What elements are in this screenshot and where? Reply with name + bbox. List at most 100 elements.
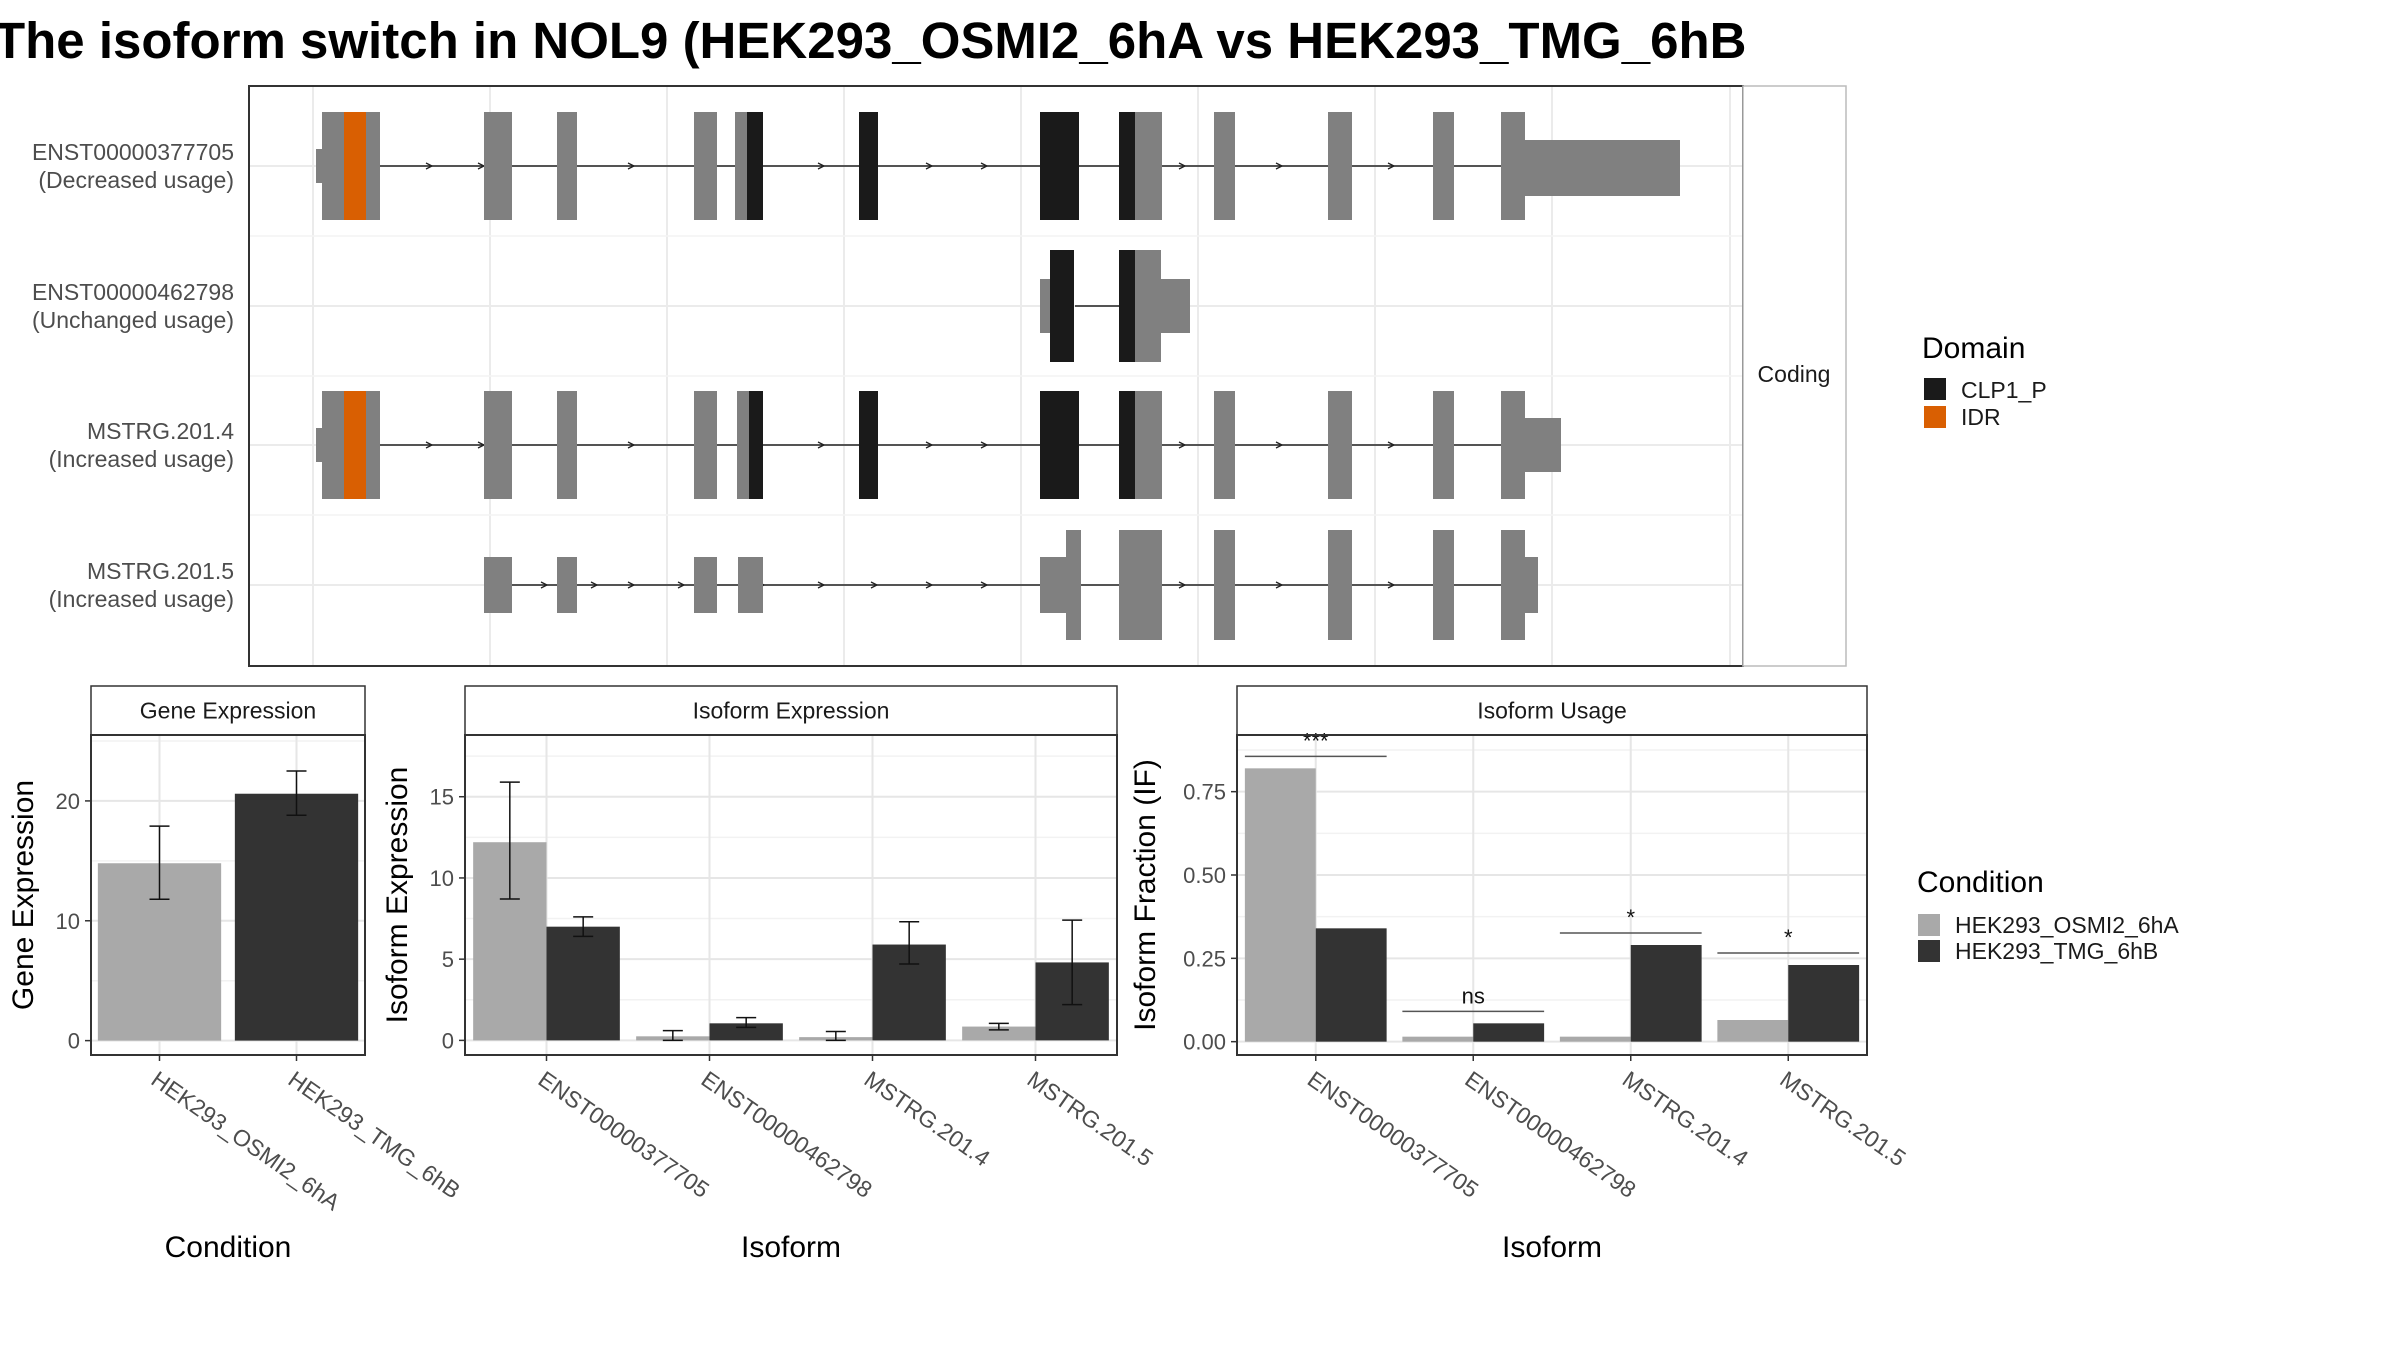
bar <box>546 926 620 1041</box>
exon-block <box>1328 391 1352 499</box>
exon-block <box>1135 391 1162 499</box>
condition-label-osmi2: HEK293_OSMI2_6hA <box>1955 912 2179 938</box>
exon-block <box>1501 112 1525 220</box>
domain-label-clp1: CLP1_P <box>1961 377 2047 403</box>
x-tick-label: ENST00000377705 <box>534 1066 714 1203</box>
y-tick-label: 0 <box>442 1028 454 1053</box>
structure-panel: Coding ENST00000377705(Decreased usage) E… <box>32 85 1847 667</box>
exon-block <box>1214 530 1235 640</box>
transcript-track-3 <box>316 391 1561 499</box>
intron-direction-arrow <box>627 581 636 589</box>
condition-swatch-tmg <box>1918 940 1940 962</box>
y-tick-label: 10 <box>430 866 454 891</box>
exon-block <box>1328 530 1352 640</box>
transcript-track-1 <box>316 112 1680 220</box>
significance-label: * <box>1784 925 1793 950</box>
panel-border <box>464 734 1118 1056</box>
bar <box>709 1023 783 1041</box>
bar <box>1630 945 1702 1042</box>
isoform-label-id: ENST00000462798 <box>32 279 234 305</box>
transcript-track-4 <box>484 530 1538 640</box>
exon-block <box>694 112 717 220</box>
intron-direction-arrow <box>1178 162 1187 170</box>
intron-direction-arrow <box>627 441 636 449</box>
exon-block <box>1525 557 1538 613</box>
exon-block <box>1066 612 1074 640</box>
x-tick-label: MSTRG.201.4 <box>860 1066 995 1172</box>
clp1-domain-block <box>1050 250 1074 362</box>
intron-direction-arrow <box>1387 581 1396 589</box>
y-tick-label: 0 <box>68 1029 80 1054</box>
intron-direction-arrow <box>817 581 826 589</box>
clp1-domain-block <box>1040 112 1079 220</box>
domain-swatch-clp1 <box>1924 378 1946 400</box>
clp1-domain-block <box>1119 112 1135 220</box>
isoform-label-usage: (Decreased usage) <box>38 167 234 193</box>
exon-block <box>694 391 717 499</box>
exon-block <box>484 112 512 220</box>
intron-direction-arrow <box>980 441 989 449</box>
intron-direction-arrow <box>925 441 934 449</box>
x-tick-label: ENST00000462798 <box>1460 1066 1640 1203</box>
exon-block <box>694 557 717 613</box>
panel-border <box>1236 734 1868 1056</box>
panel-strip-title: Isoform Usage <box>1477 698 1627 724</box>
isoform-usage-panel: Isoform Usage *** ns * * 0.00 0.25 0.50 0.75 ENST… <box>1129 685 1911 1264</box>
x-tick-label: ENST00000462798 <box>697 1066 877 1203</box>
intron-direction-arrow <box>980 162 989 170</box>
y-tick-label: 0.75 <box>1183 780 1226 805</box>
y-tick-label: 15 <box>430 785 454 810</box>
exon-block <box>1135 112 1162 220</box>
transcript-track-2 <box>1040 250 1190 362</box>
isoform-expression-panel: Isoform Expression 0 5 10 15 ENST00000377705E… <box>381 685 1158 1264</box>
panel-strip <box>90 685 366 736</box>
exon-block <box>1040 557 1074 613</box>
intron-direction-arrow <box>425 162 434 170</box>
exon-block <box>1161 279 1190 333</box>
bar <box>1244 768 1316 1042</box>
intron-direction-arrow <box>540 581 549 589</box>
x-axis-title: Isoform <box>741 1231 841 1264</box>
exon-block <box>1501 530 1525 640</box>
intron-direction-arrow <box>1387 162 1396 170</box>
exon-block <box>738 557 763 613</box>
intron-direction-arrow <box>925 162 934 170</box>
y-tick-label: 0.00 <box>1183 1030 1226 1055</box>
idr-domain-block <box>344 391 366 499</box>
facet-label: Coding <box>1758 361 1831 387</box>
isoform-label-usage: (Increased usage) <box>49 586 234 612</box>
bar <box>1717 1020 1789 1042</box>
intron-direction-arrow <box>817 441 826 449</box>
idr-domain-block <box>344 112 366 220</box>
exon-block <box>735 112 747 220</box>
exon-block <box>1501 391 1525 499</box>
exon-block <box>1433 112 1454 220</box>
isoform-label-usage: (Increased usage) <box>49 446 234 472</box>
clp1-domain-block <box>859 112 878 220</box>
exon-block <box>557 391 577 499</box>
isoform-label-usage: (Unchanged usage) <box>32 307 234 333</box>
exon-block <box>1135 250 1161 362</box>
domain-legend-title: Domain <box>1922 332 2025 365</box>
bar <box>1402 1036 1474 1042</box>
condition-legend-title: Condition <box>1917 866 2044 899</box>
condition-swatch-osmi2 <box>1918 914 1940 936</box>
intron-direction-arrow <box>870 581 879 589</box>
y-axis-title: Isoform Expression <box>381 767 414 1024</box>
y-tick-label: 10 <box>56 909 80 934</box>
clp1-domain-block <box>859 391 878 499</box>
exon-block <box>557 112 577 220</box>
panel-strip-title: Isoform Expression <box>693 698 890 724</box>
significance-label: ns <box>1462 983 1485 1008</box>
domain-swatch-idr <box>1924 406 1946 428</box>
panel-strip <box>1236 685 1868 736</box>
exon-block <box>1328 112 1352 220</box>
intron-direction-arrow <box>627 162 636 170</box>
isoform-label-id: ENST00000377705 <box>32 139 234 165</box>
intron-direction-arrow <box>590 581 599 589</box>
bar <box>1559 1036 1631 1042</box>
isoform-label-id: MSTRG.201.4 <box>87 418 234 444</box>
exon-block <box>1040 279 1052 333</box>
panel-strip <box>464 685 1118 736</box>
